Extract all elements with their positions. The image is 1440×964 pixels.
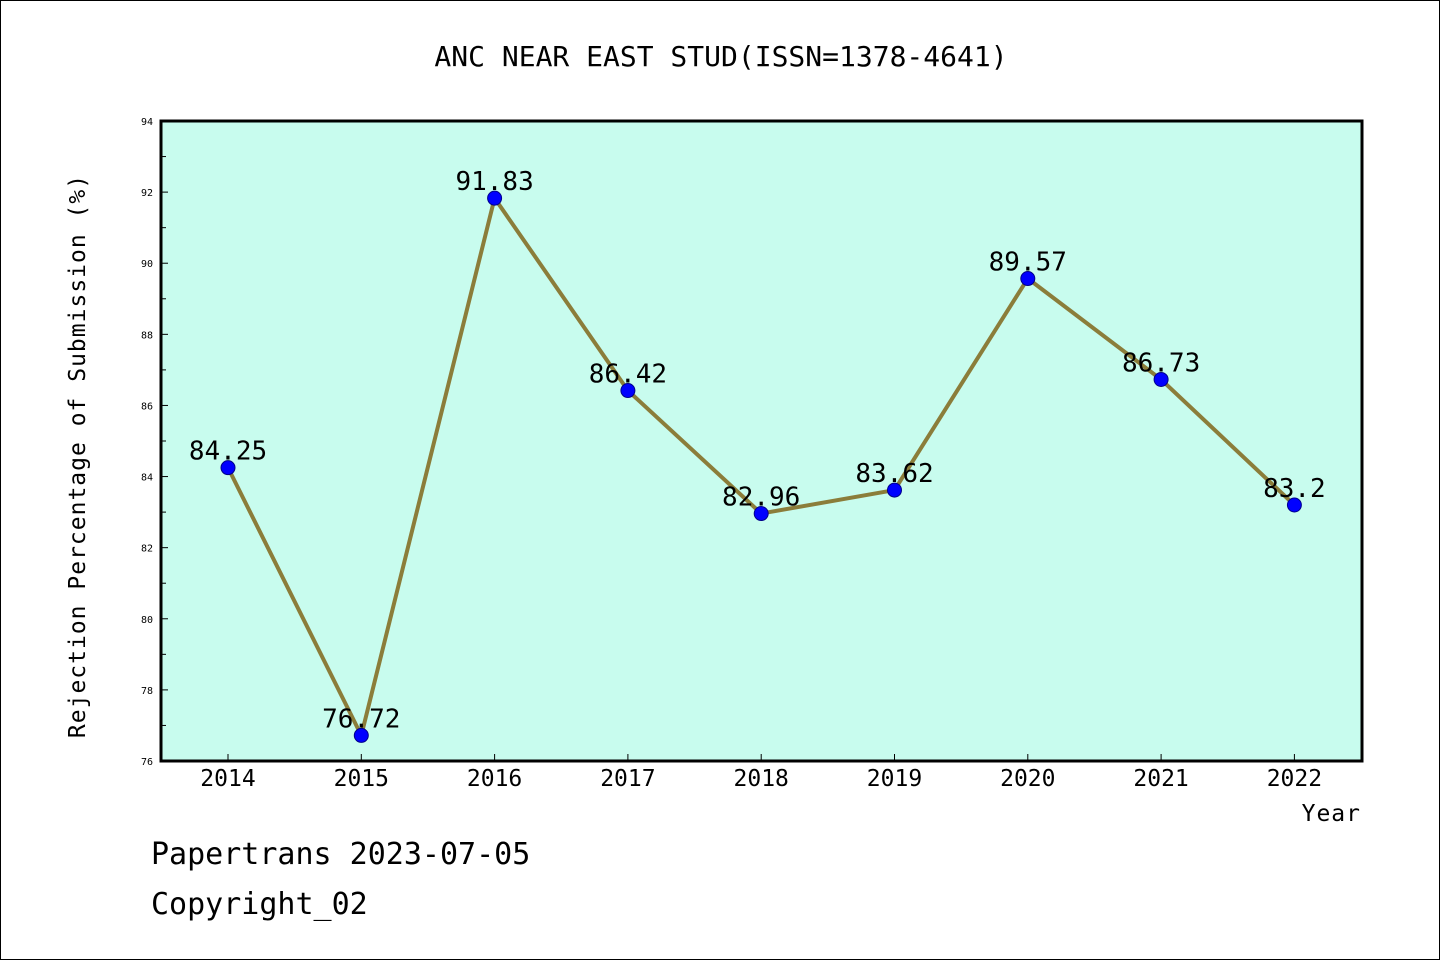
x-tick-label: 2016 [467, 766, 522, 792]
x-axis-label: Year [1302, 801, 1361, 827]
data-point [887, 482, 902, 498]
data-point [1286, 497, 1302, 513]
data-label: 89.57 [989, 248, 1067, 278]
y-tick-label: 94 [141, 117, 153, 128]
plot-area [161, 121, 1362, 761]
data-label: 86.42 [589, 360, 667, 390]
x-axis-ticks: 2014 2015 2016 2017 2018 2019 2020 2021 2022 [200, 754, 1322, 792]
data-point [487, 190, 503, 206]
y-axis-label: Rejection Percentage of Submission (%) [65, 174, 91, 738]
y-tick-label: 82 [141, 544, 153, 555]
data-label: 82.96 [722, 483, 800, 513]
data-point [353, 727, 369, 743]
data-point [620, 383, 636, 399]
data-points [220, 190, 1302, 743]
y-tick-label: 86 [141, 401, 153, 412]
x-tick-label: 2015 [334, 766, 389, 792]
y-tick-label: 90 [141, 259, 153, 270]
x-tick-label: 2020 [1000, 766, 1055, 792]
x-tick-label: 2022 [1267, 766, 1322, 792]
y-tick-label: 76 [141, 757, 153, 768]
y-tick-label: 80 [141, 615, 153, 626]
y-tick-label: 78 [141, 686, 153, 697]
footer-date: Papertrans 2023-07-05 [151, 837, 530, 872]
data-point [220, 460, 236, 476]
data-labels: 84.25 76.72 91.83 86.42 82.96 83.62 89.57 86.73… [189, 167, 1326, 734]
chart-title: ANC NEAR EAST STUD(ISSN=1378-4641) [434, 40, 1007, 73]
data-point [753, 506, 769, 522]
x-tick-label: 2014 [200, 766, 255, 792]
x-tick-label: 2021 [1133, 766, 1188, 792]
data-label: 84.25 [189, 437, 267, 467]
x-tick-label: 2019 [867, 766, 922, 792]
x-tick-label: 2017 [600, 766, 655, 792]
data-label: 83.2 [1263, 474, 1326, 504]
data-point [1020, 271, 1036, 287]
data-label: 83.62 [855, 459, 933, 489]
y-tick-label: 84 [141, 473, 153, 484]
footer-copyright: Copyright_02 [151, 887, 368, 922]
data-point [1153, 371, 1169, 387]
plot-border [159, 119, 1364, 763]
y-tick-label: 88 [141, 330, 153, 341]
data-label: 91.83 [455, 167, 533, 197]
y-axis-ticks: 76 78 80 82 84 86 88 90 92 94 [141, 117, 168, 768]
y-tick-label: 92 [141, 188, 153, 199]
data-label: 86.73 [1122, 348, 1200, 378]
x-tick-label: 2018 [734, 766, 789, 792]
data-label: 76.72 [322, 704, 400, 734]
